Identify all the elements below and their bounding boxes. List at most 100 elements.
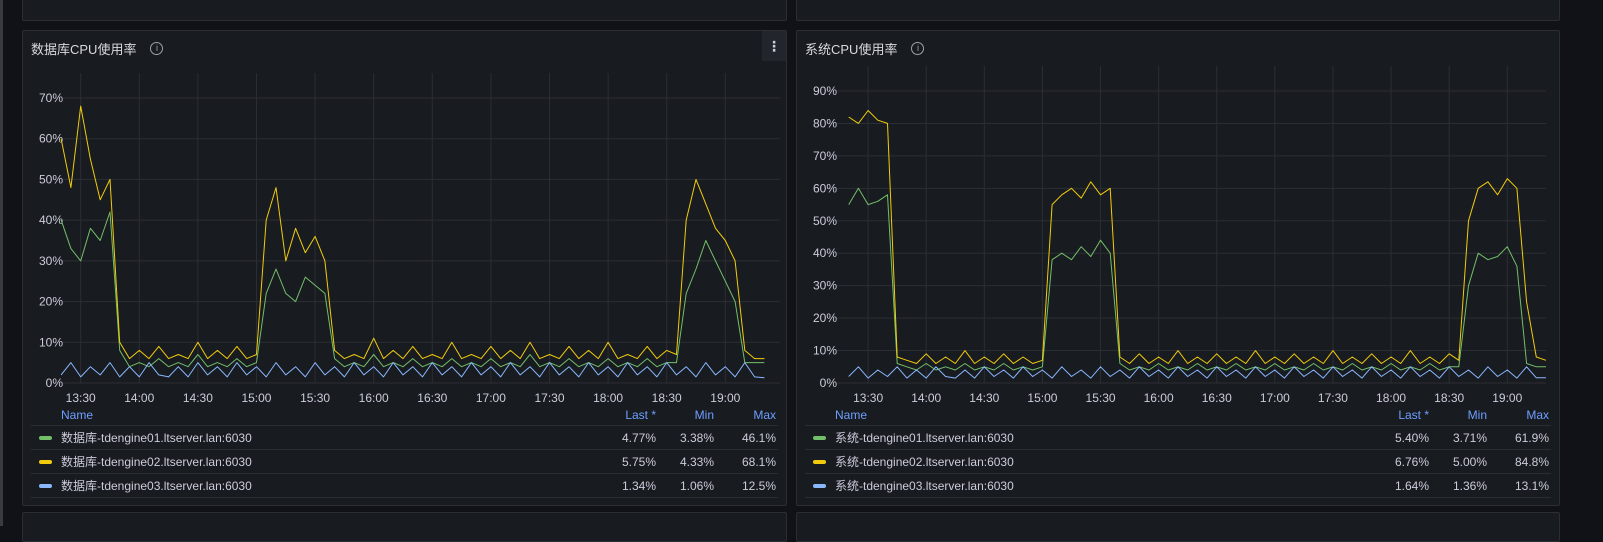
- legend-last: 6.76%: [1394, 454, 1429, 469]
- y-tick-label: 0%: [46, 376, 64, 390]
- x-tick-label: 15:00: [241, 391, 271, 405]
- legend-series-name[interactable]: 数据库-tdengine03.ltserver.lan:6030: [61, 479, 252, 493]
- legend-min: 1.06%: [679, 478, 714, 493]
- y-tick-label: 0%: [820, 376, 838, 390]
- legend-header-max[interactable]: Max: [1526, 408, 1549, 422]
- legend-row[interactable]: 数据库-tdengine01.ltserver.lan:6030 4.77% 3…: [31, 426, 778, 450]
- x-tick-label: 16:30: [417, 391, 447, 405]
- x-tick-label: 15:30: [300, 391, 330, 405]
- y-tick-label: 50%: [813, 214, 837, 228]
- window-edge: [0, 0, 3, 526]
- legend-series-name[interactable]: 数据库-tdengine01.ltserver.lan:6030: [61, 431, 252, 445]
- x-tick-label: 13:30: [853, 391, 883, 405]
- series-color-swatch[interactable]: [813, 459, 826, 464]
- legend-series-name[interactable]: 系统-tdengine02.ltserver.lan:6030: [835, 455, 1014, 469]
- series-color-swatch[interactable]: [39, 435, 52, 440]
- system-cpu-panel: 系统CPU使用率 i 0% 10% 20% 30% 40% 50% 60% 70% 80% 90%…: [796, 30, 1560, 506]
- y-tick-label: 90%: [813, 84, 837, 98]
- y-tick-label: 30%: [813, 279, 837, 293]
- x-tick-label: 14:00: [124, 391, 154, 405]
- y-tick-label: 60%: [813, 181, 837, 195]
- x-tick-label: 18:30: [1434, 391, 1464, 405]
- legend-series-name[interactable]: 数据库-tdengine02.ltserver.lan:6030: [61, 455, 252, 469]
- legend-header-min[interactable]: Min: [694, 408, 714, 422]
- db-cpu-chart[interactable]: 0% 10% 20% 30% 40% 50% 60% 70% 13:30 14:00 14:30 15…: [23, 61, 788, 405]
- x-tick-label: 13:30: [66, 391, 96, 405]
- y-tick-label: 10%: [39, 335, 63, 349]
- info-circle-icon[interactable]: i: [911, 42, 925, 55]
- series-color-swatch[interactable]: [813, 483, 826, 488]
- legend-min: 1.36%: [1452, 478, 1487, 493]
- x-tick-label: 17:30: [1318, 391, 1348, 405]
- kebab-menu-icon[interactable]: ⋮: [762, 31, 786, 61]
- legend-header-name[interactable]: Name: [61, 408, 94, 422]
- legend-last: 1.34%: [621, 478, 656, 493]
- series-line-1: [60, 211, 765, 368]
- x-tick-label: 15:30: [1086, 391, 1116, 405]
- series-color-swatch[interactable]: [813, 435, 826, 440]
- legend-header: Name Last * Min Max: [31, 405, 778, 426]
- x-tick-label: 14:00: [911, 391, 941, 405]
- legend-max: 68.1%: [741, 454, 776, 469]
- legend-row[interactable]: 系统-tdengine03.ltserver.lan:6030 1.64% 1.…: [805, 474, 1551, 498]
- legend-max: 61.9%: [1514, 430, 1549, 445]
- x-tick-label: 17:00: [476, 391, 506, 405]
- bottom-right-panel-partial: [796, 512, 1560, 542]
- legend-last: 5.75%: [621, 454, 656, 469]
- legend-row[interactable]: 数据库-tdengine03.ltserver.lan:6030 1.34% 1…: [31, 474, 778, 498]
- legend-last: 5.40%: [1394, 430, 1429, 445]
- info-circle-icon[interactable]: i: [150, 42, 164, 55]
- legend-series-name[interactable]: 系统-tdengine01.ltserver.lan:6030: [835, 431, 1014, 445]
- legend-min: 3.38%: [679, 430, 714, 445]
- x-tick-label: 16:00: [359, 391, 389, 405]
- legend-last: 1.64%: [1394, 478, 1429, 493]
- x-tick-label: 19:00: [710, 391, 740, 405]
- series-line-1: [848, 187, 1546, 371]
- legend-last: 4.77%: [621, 430, 656, 445]
- x-tick-label: 19:00: [1492, 391, 1522, 405]
- bottom-left-panel-partial: [22, 512, 787, 542]
- y-tick-label: 60%: [39, 132, 63, 146]
- legend-table: Name Last * Min Max 数据库-tdengine01.ltser…: [31, 405, 778, 498]
- series-line-2: [848, 110, 1547, 364]
- x-tick-label: 14:30: [183, 391, 213, 405]
- legend-series-name[interactable]: 系统-tdengine03.ltserver.lan:6030: [835, 479, 1014, 493]
- legend-header-last[interactable]: Last *: [1398, 408, 1429, 422]
- x-tick-label: 18:00: [593, 391, 623, 405]
- legend-header: Name Last * Min Max: [805, 405, 1551, 426]
- series-color-swatch[interactable]: [39, 459, 52, 464]
- y-tick-label: 20%: [39, 295, 63, 309]
- x-tick-label: 18:00: [1376, 391, 1406, 405]
- y-tick-label: 40%: [813, 246, 837, 260]
- y-tick-label: 30%: [39, 254, 63, 268]
- legend-header-max[interactable]: Max: [753, 408, 776, 422]
- legend-row[interactable]: 数据库-tdengine02.ltserver.lan:6030 5.75% 4…: [31, 450, 778, 474]
- panel-title: 系统CPU使用率 i: [805, 39, 925, 58]
- panel-title-text: 数据库CPU使用率: [31, 42, 137, 57]
- series-line-2: [60, 105, 765, 360]
- legend-row[interactable]: 系统-tdengine01.ltserver.lan:6030 5.40% 3.…: [805, 426, 1551, 450]
- y-tick-label: 20%: [813, 311, 837, 325]
- legend-min: 5.00%: [1452, 454, 1487, 469]
- system-cpu-chart[interactable]: 0% 10% 20% 30% 40% 50% 60% 70% 80% 90% 13:30 14:00 1…: [797, 61, 1561, 405]
- series-color-swatch[interactable]: [39, 483, 52, 488]
- legend-header-last[interactable]: Last *: [625, 408, 656, 422]
- legend-header-name[interactable]: Name: [835, 408, 868, 422]
- legend-row[interactable]: 系统-tdengine02.ltserver.lan:6030 6.76% 5.…: [805, 450, 1551, 474]
- x-tick-label: 16:30: [1202, 391, 1232, 405]
- legend-min: 3.71%: [1452, 430, 1487, 445]
- x-tick-label: 14:30: [969, 391, 999, 405]
- legend-max: 46.1%: [741, 430, 776, 445]
- y-tick-label: 70%: [39, 91, 63, 105]
- legend-max: 13.1%: [1514, 478, 1549, 493]
- panel-title-text: 系统CPU使用率: [805, 42, 898, 57]
- y-tick-label: 50%: [39, 172, 63, 186]
- db-cpu-panel: 数据库CPU使用率 i ⋮ 0% 10% 20% 30% 40% 50% 60% 70% 13:…: [22, 30, 787, 506]
- top-left-panel-partial: [22, 0, 787, 21]
- legend-table: Name Last * Min Max 系统-tdengine01.ltserv…: [805, 405, 1551, 498]
- x-tick-label: 17:00: [1260, 391, 1290, 405]
- y-tick-label: 70%: [813, 149, 837, 163]
- legend-header-min[interactable]: Min: [1467, 408, 1487, 422]
- y-tick-label: 40%: [39, 213, 63, 227]
- legend-min: 4.33%: [679, 454, 714, 469]
